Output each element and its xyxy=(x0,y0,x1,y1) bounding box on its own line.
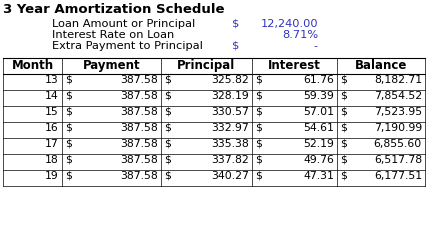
Text: 6,517.78: 6,517.78 xyxy=(374,155,422,165)
Text: 59.39: 59.39 xyxy=(303,91,334,101)
Text: 330.57: 330.57 xyxy=(211,107,249,117)
Text: $: $ xyxy=(340,123,347,133)
Text: 61.76: 61.76 xyxy=(303,75,334,85)
Text: $: $ xyxy=(255,107,262,117)
Text: 325.82: 325.82 xyxy=(211,75,249,85)
Text: $: $ xyxy=(65,171,72,181)
Text: 54.61: 54.61 xyxy=(303,123,334,133)
Text: 12,240.00: 12,240.00 xyxy=(260,19,318,29)
Text: $: $ xyxy=(232,41,239,51)
Text: Interest Rate on Loan: Interest Rate on Loan xyxy=(52,30,174,40)
Text: 15: 15 xyxy=(45,107,59,117)
Text: 47.31: 47.31 xyxy=(303,171,334,181)
Text: 13: 13 xyxy=(45,75,59,85)
Text: $: $ xyxy=(340,155,347,165)
Text: 3 Year Amortization Schedule: 3 Year Amortization Schedule xyxy=(3,3,225,16)
Text: $: $ xyxy=(65,107,72,117)
Text: -: - xyxy=(314,41,318,51)
Text: $: $ xyxy=(340,139,347,149)
Text: $: $ xyxy=(164,155,171,165)
Text: $: $ xyxy=(164,139,171,149)
Text: Interest: Interest xyxy=(268,59,321,72)
Text: 335.38: 335.38 xyxy=(211,139,249,149)
Text: $: $ xyxy=(340,91,347,101)
Text: 8,182.71: 8,182.71 xyxy=(374,75,422,85)
Text: Balance: Balance xyxy=(355,59,407,72)
Text: 387.58: 387.58 xyxy=(120,107,158,117)
Text: 387.58: 387.58 xyxy=(120,123,158,133)
Text: 18: 18 xyxy=(45,155,59,165)
Text: Loan Amount or Principal: Loan Amount or Principal xyxy=(52,19,195,29)
Text: 332.97: 332.97 xyxy=(211,123,249,133)
Text: $: $ xyxy=(164,171,171,181)
Text: $: $ xyxy=(65,139,72,149)
Text: 7,190.99: 7,190.99 xyxy=(374,123,422,133)
Text: 17: 17 xyxy=(45,139,59,149)
Text: 52.19: 52.19 xyxy=(303,139,334,149)
Text: Payment: Payment xyxy=(83,59,140,72)
Text: $: $ xyxy=(164,123,171,133)
Text: 7,523.95: 7,523.95 xyxy=(374,107,422,117)
Text: 387.58: 387.58 xyxy=(120,155,158,165)
Text: 328.19: 328.19 xyxy=(211,91,249,101)
Text: $: $ xyxy=(232,19,239,29)
Text: $: $ xyxy=(255,123,262,133)
Text: $: $ xyxy=(164,107,171,117)
Text: 49.76: 49.76 xyxy=(303,155,334,165)
Text: $: $ xyxy=(65,75,72,85)
Text: 14: 14 xyxy=(45,91,59,101)
Text: 8.71%: 8.71% xyxy=(282,30,318,40)
Text: 337.82: 337.82 xyxy=(211,155,249,165)
Text: $: $ xyxy=(340,107,347,117)
Text: 19: 19 xyxy=(45,171,59,181)
Text: $: $ xyxy=(65,123,72,133)
Text: $: $ xyxy=(340,75,347,85)
Text: $: $ xyxy=(255,155,262,165)
Text: $: $ xyxy=(65,91,72,101)
Text: $: $ xyxy=(164,75,171,85)
Text: $: $ xyxy=(255,171,262,181)
Text: Month: Month xyxy=(12,59,54,72)
Text: $: $ xyxy=(65,155,72,165)
Text: 387.58: 387.58 xyxy=(120,75,158,85)
Text: 340.27: 340.27 xyxy=(211,171,249,181)
Text: Principal: Principal xyxy=(177,59,236,72)
Text: $: $ xyxy=(255,91,262,101)
Text: 57.01: 57.01 xyxy=(303,107,334,117)
Text: 387.58: 387.58 xyxy=(120,91,158,101)
Text: $: $ xyxy=(255,75,262,85)
Text: $: $ xyxy=(164,91,171,101)
Text: 7,854.52: 7,854.52 xyxy=(374,91,422,101)
Text: 387.58: 387.58 xyxy=(120,139,158,149)
Text: Extra Payment to Principal: Extra Payment to Principal xyxy=(52,41,203,51)
Text: $: $ xyxy=(255,139,262,149)
Text: 6,177.51: 6,177.51 xyxy=(374,171,422,181)
Text: 6,855.60: 6,855.60 xyxy=(374,139,422,149)
Text: 387.58: 387.58 xyxy=(120,171,158,181)
Text: 16: 16 xyxy=(45,123,59,133)
Text: $: $ xyxy=(340,171,347,181)
